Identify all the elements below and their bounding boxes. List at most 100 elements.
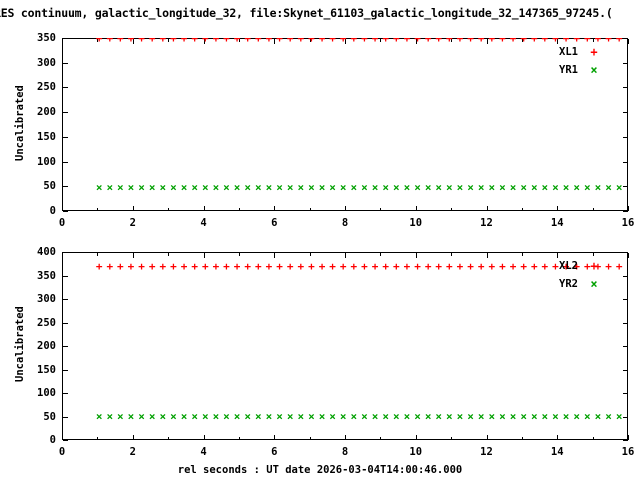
data-point: + — [584, 259, 591, 273]
data-point: + — [520, 259, 527, 273]
data-point: × — [159, 180, 167, 194]
data-point: + — [435, 259, 443, 273]
x-tick-bottom-3 — [274, 435, 275, 440]
data-point: × — [424, 410, 432, 423]
x-minor-tick-top-bottom-5 — [239, 253, 240, 256]
legend-label-YR1: YR1 — [559, 64, 578, 76]
data-point: + — [159, 259, 167, 273]
data-point: × — [382, 180, 389, 194]
data-point: × — [446, 180, 453, 194]
x-minor-tick-top-top-9 — [380, 39, 381, 42]
data-point: + — [255, 38, 262, 45]
y-tick-top-6 — [63, 63, 68, 64]
data-point: + — [573, 38, 581, 45]
y-tick-label-bottom-0: 0 — [49, 434, 56, 446]
data-point: + — [509, 259, 517, 273]
data-point: × — [223, 410, 230, 423]
y-tick-label-top-1: 50 — [43, 180, 56, 193]
data-point: × — [233, 410, 241, 423]
y-tick-label-bottom-5: 250 — [37, 316, 56, 329]
data-point: + — [297, 259, 305, 273]
data-point: + — [191, 259, 198, 273]
data-point: + — [499, 38, 506, 45]
x-tick-bottom-7 — [557, 435, 558, 440]
data-point: × — [562, 410, 570, 423]
y-tick-label-bottom-4: 200 — [37, 340, 56, 352]
y-tick-right-bottom-1 — [623, 417, 628, 418]
data-point: + — [499, 259, 506, 273]
x-tick-top-top-5 — [416, 39, 417, 44]
data-point: + — [467, 259, 474, 273]
data-point: + — [318, 259, 326, 273]
y-tick-label-bottom-7: 350 — [37, 269, 56, 282]
data-point: × — [594, 410, 602, 423]
data-point: × — [106, 410, 114, 423]
data-point: + — [605, 259, 612, 273]
x-tick-top-top-4 — [345, 39, 346, 44]
data-point: × — [584, 410, 591, 423]
data-point: × — [148, 410, 156, 423]
y-tick-label-top-7: 350 — [37, 32, 56, 44]
data-point: × — [170, 410, 177, 423]
data-point: × — [467, 180, 474, 194]
y-tick-label-bottom-2: 100 — [37, 387, 56, 399]
data-point: + — [339, 259, 347, 273]
data-point: × — [520, 410, 527, 423]
data-point: × — [318, 410, 326, 423]
x-tick-label-bottom-2: 4 — [200, 446, 207, 458]
legend-label-XL1: XL1 — [559, 46, 578, 58]
x-tick-label-top-2: 4 — [200, 217, 207, 229]
data-point: + — [127, 38, 135, 45]
data-point: + — [594, 38, 602, 45]
data-point: + — [477, 259, 485, 273]
data-point: + — [180, 259, 188, 273]
data-point: + — [308, 259, 315, 273]
data-point: × — [403, 180, 411, 194]
data-point: × — [191, 410, 198, 423]
data-point: × — [605, 180, 612, 194]
data-point: + — [584, 38, 591, 45]
data-point: × — [318, 180, 326, 194]
data-point: + — [127, 259, 135, 273]
x-minor-tick-bottom-7 — [310, 437, 311, 440]
data-point: × — [339, 410, 347, 423]
data-point: × — [255, 410, 262, 423]
data-point: × — [286, 410, 294, 423]
x-tick-top-bottom-1 — [133, 253, 134, 258]
data-point: × — [297, 180, 305, 194]
y-tick-top-2 — [63, 162, 68, 163]
y-tick-right-top-3 — [623, 137, 628, 138]
y-tick-bottom-4 — [63, 346, 68, 347]
y-tick-bottom-6 — [63, 299, 68, 300]
data-point: × — [435, 180, 443, 194]
y-tick-top-1 — [63, 186, 68, 187]
data-point: + — [392, 38, 400, 45]
y-tick-right-top-0 — [623, 211, 628, 212]
y-tick-right-top-5 — [623, 87, 628, 88]
data-point: + — [573, 259, 581, 273]
data-point: + — [371, 38, 379, 45]
data-point: × — [244, 180, 252, 194]
data-point: + — [244, 259, 252, 273]
data-point: + — [117, 38, 124, 45]
data-point: + — [382, 259, 389, 273]
x-tick-label-bottom-1: 2 — [129, 446, 136, 458]
x-minor-tick-top-bottom-1 — [97, 253, 98, 256]
data-point: + — [520, 38, 527, 45]
data-point: × — [201, 180, 209, 194]
data-point: + — [138, 259, 145, 273]
data-point: + — [456, 259, 464, 273]
data-layer-top: + + + + + + + + + + + + + + + + + + + + + + + + + + + + + + + + + + + + + + + +… — [62, 38, 628, 211]
x-tick-top-3 — [274, 206, 275, 211]
data-point: × — [329, 410, 336, 423]
data-point: + — [403, 259, 411, 273]
data-point: × — [329, 180, 336, 194]
x-tick-top-5 — [416, 206, 417, 211]
x-tick-top-bottom-3 — [274, 253, 275, 258]
x-minor-tick-top-top-3 — [168, 39, 169, 42]
x-tick-top-2 — [204, 206, 205, 211]
data-point: + — [424, 259, 432, 273]
data-point: × — [562, 180, 570, 194]
data-point: × — [117, 180, 124, 194]
x-tick-label-top-0: 0 — [58, 217, 66, 229]
